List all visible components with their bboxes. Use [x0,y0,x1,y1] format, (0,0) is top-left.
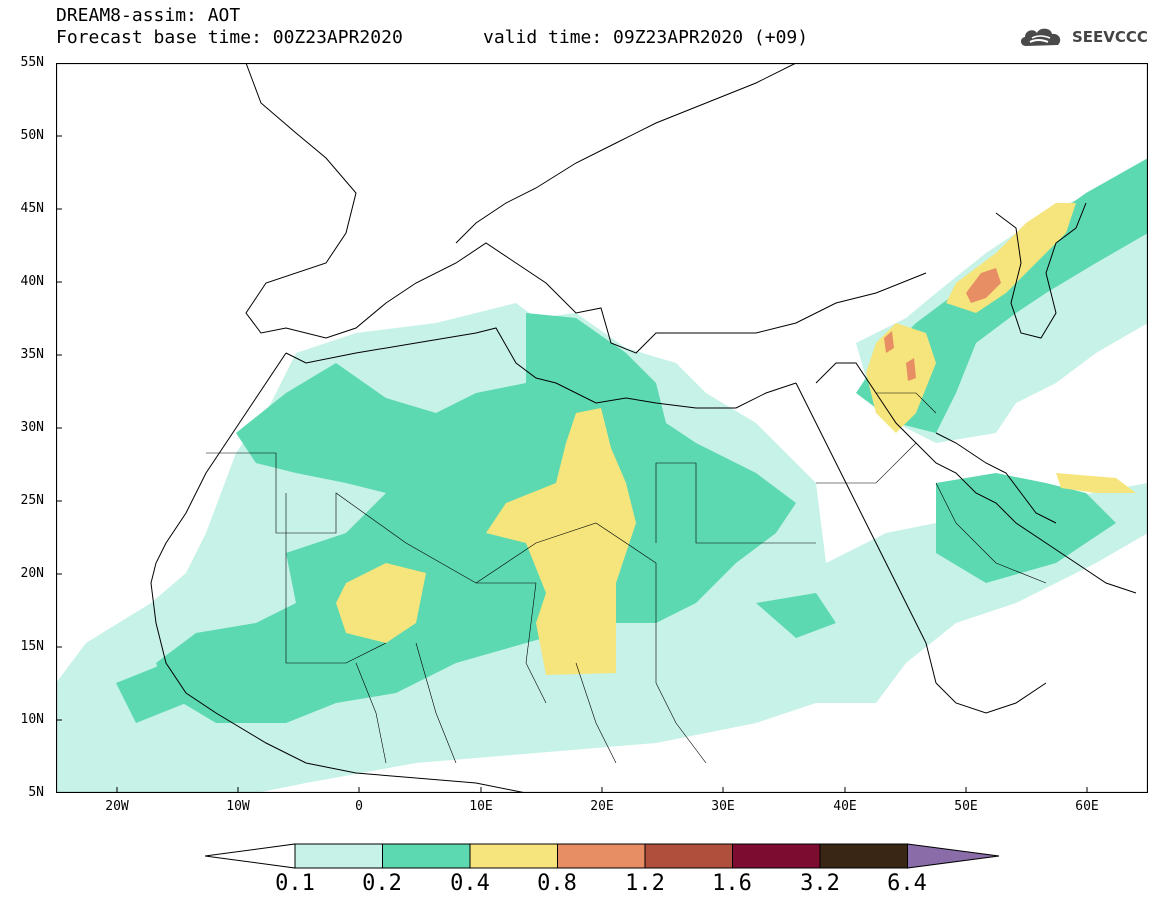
lat-label: 55N [20,55,44,70]
lat-label: 10N [20,712,44,727]
colorbar-bin [557,843,646,869]
colorbar-bin [294,843,383,869]
aot-0.8-1.2-field [884,268,1001,381]
colorbar-label: 3.2 [800,871,840,896]
lon-label: 20E [590,799,614,814]
lat-label: 40N [20,274,44,289]
lon-label: 30E [711,799,735,814]
country-borders [206,392,1047,764]
forecast-base-time: Forecast base time: 00Z23APR2020 [56,27,403,48]
lat-label: 5N [28,785,44,800]
colorbar-bin [382,843,471,869]
lon-label: 0 [355,799,363,814]
colorbar-bin [819,843,908,869]
colorbar-arrow-high [907,843,1000,869]
lat-label: 50N [20,128,44,143]
colorbar-label: 0.1 [275,871,315,896]
aot-map [56,63,1148,793]
map-title: DREAM8-assim: AOT [56,5,241,26]
colorbar-bin [732,843,821,869]
colorbar-label: 6.4 [887,871,927,896]
cloud-logo-icon [1020,28,1061,46]
colorbar [205,843,1000,869]
logo-text: SEEVCCC [1072,28,1148,46]
lon-label: 50E [954,799,978,814]
lat-label: 35N [20,347,44,362]
lon-label: 20W [105,799,129,814]
colorbar-label: 1.2 [625,871,665,896]
colorbar-label: 1.6 [712,871,752,896]
colorbar-bin [469,843,558,869]
lat-label: 25N [20,493,44,508]
colorbar-label: 0.4 [450,871,490,896]
lon-label: 40E [833,799,857,814]
lat-label: 20N [20,566,44,581]
seevccc-logo: SEEVCCC [1018,24,1148,50]
colorbar-label: 0.2 [362,871,402,896]
lon-label: 60E [1075,799,1099,814]
colorbar-arrow-low [205,843,296,869]
map-canvas [56,63,1148,793]
lat-label: 15N [20,639,44,654]
lon-label: 10W [226,799,250,814]
valid-time: valid time: 09Z23APR2020 (+09) [483,27,809,48]
lat-label: 45N [20,201,44,216]
colorbar-label: 0.8 [537,871,577,896]
coastlines [150,63,1137,793]
lon-label: 10E [469,799,493,814]
colorbar-bin [644,843,733,869]
lat-label: 30N [20,420,44,435]
